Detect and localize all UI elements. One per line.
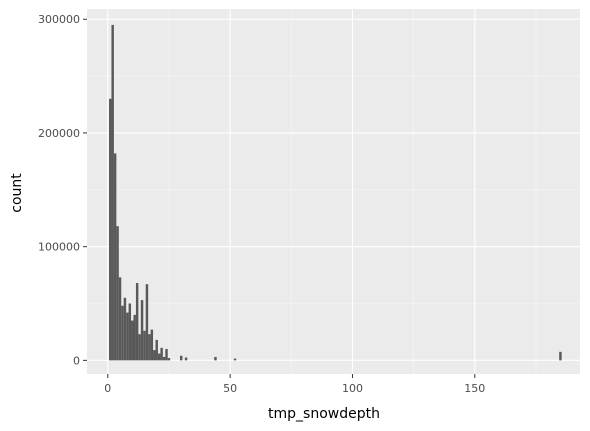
panel-background (87, 9, 580, 374)
histogram-bar (111, 24, 114, 361)
histogram-bar (153, 350, 156, 361)
histogram-bar (150, 329, 154, 361)
histogram-bar (184, 357, 188, 361)
histogram-bar (118, 277, 122, 361)
y-tick-label: 100000 (38, 241, 80, 254)
histogram-bar (165, 348, 168, 361)
histogram-bar (116, 226, 119, 361)
y-axis-title: count (9, 173, 25, 213)
histogram-bar (233, 358, 237, 361)
grid-minor (87, 9, 580, 374)
histogram-bar (128, 303, 132, 361)
histogram-bar (162, 356, 166, 361)
x-tick-label: 50 (223, 382, 237, 395)
histogram-bar (133, 314, 136, 361)
histogram-bar (121, 305, 124, 361)
histogram-bar (140, 300, 144, 361)
x-axis: 0 50 100 150 (104, 374, 485, 395)
histogram-bar (143, 330, 146, 361)
x-tick-label: 0 (104, 382, 111, 395)
x-axis-title: tmp_snowdepth (268, 406, 380, 422)
histogram-bar (135, 283, 139, 361)
histogram-bar (167, 358, 171, 361)
histogram-bar (123, 297, 127, 361)
histogram-bar (160, 347, 163, 361)
histogram-bar (157, 353, 161, 361)
histogram-bars (109, 24, 562, 361)
histogram-bar (214, 356, 217, 361)
histogram-bar (179, 355, 183, 361)
y-axis: 0 100000 200000 300000 (38, 13, 87, 367)
histogram-bar (155, 339, 158, 361)
x-tick-label: 150 (464, 382, 485, 395)
histogram-bar (145, 284, 149, 361)
histogram-bar (113, 153, 117, 361)
histogram-bar (109, 98, 112, 361)
y-tick-label: 300000 (38, 13, 80, 26)
histogram-bar (126, 312, 129, 361)
y-tick-label: 200000 (38, 127, 80, 140)
histogram-bar (559, 351, 562, 361)
y-tick-label: 0 (73, 354, 80, 367)
x-tick-label: 100 (342, 382, 363, 395)
histogram-bar (138, 334, 141, 361)
histogram-bar (131, 320, 134, 361)
histogram-bar (148, 334, 151, 361)
